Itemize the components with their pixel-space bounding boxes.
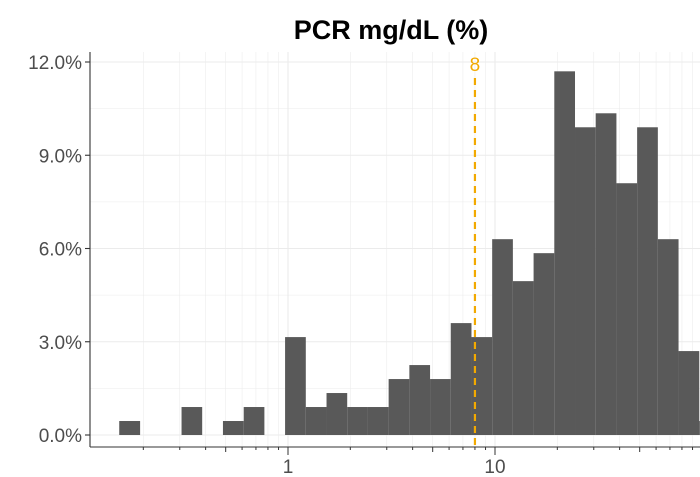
axes: 0.0% 3.0% 6.0% 9.0% 12.0% 1 10: [28, 52, 700, 477]
histogram-bars: [119, 71, 700, 436]
histogram-bar: [678, 351, 700, 435]
histogram-bar: [450, 323, 472, 435]
histogram-bar: [492, 239, 513, 435]
y-tick-label: 9.0%: [39, 146, 82, 167]
chart-title: PCR mg/dL (%): [294, 15, 489, 45]
histogram-bar: [326, 393, 348, 435]
y-tick-label: 12.0%: [28, 53, 82, 74]
histogram-bar: [512, 281, 534, 435]
y-tick-label: 0.0%: [39, 426, 82, 447]
reference-line-group: 8: [470, 55, 481, 447]
histogram-bar: [285, 337, 306, 435]
x-tick-label: 10: [484, 457, 505, 477]
histogram-bar: [554, 71, 576, 435]
histogram-bar: [367, 407, 389, 435]
histogram-bar: [305, 407, 327, 435]
histogram-bar: [575, 127, 596, 436]
histogram-bar: [222, 421, 244, 435]
histogram-bar: [409, 365, 431, 435]
histogram-bar: [637, 127, 658, 436]
histogram-bar: [595, 113, 617, 435]
histogram-bar: [119, 421, 141, 435]
histogram-bar: [347, 407, 368, 435]
histogram-bar: [430, 379, 451, 435]
x-tick-label: 1: [283, 457, 294, 477]
histogram-bar: [616, 183, 638, 435]
histogram-bar: [657, 239, 679, 435]
reference-line-label: 8: [470, 55, 481, 76]
histogram-bar: [181, 407, 203, 435]
histogram-bar: [471, 337, 493, 435]
y-tick-label: 6.0%: [39, 240, 82, 261]
y-tick-label: 3.0%: [39, 333, 82, 354]
histogram-bar: [243, 407, 265, 435]
histogram-bar: [533, 253, 555, 435]
histogram-bar: [388, 379, 410, 435]
